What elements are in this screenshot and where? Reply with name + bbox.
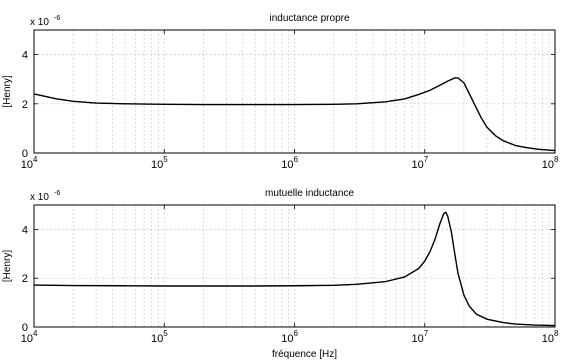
x-tick-label-exponent: 6 <box>294 329 299 338</box>
y-axis-label: [Henry] <box>2 250 13 282</box>
x-tick-label: 10 <box>21 159 33 171</box>
x-tick-label: 10 <box>281 159 293 171</box>
x-tick-label: 10 <box>151 159 163 171</box>
y-multiplier-label: x 10 <box>30 192 49 203</box>
y-axis-label: [Henry] <box>2 75 13 107</box>
chart-title: inductance propre <box>269 13 349 24</box>
chart-title: mutuelle inductance <box>265 188 354 199</box>
x-tick-label: 10 <box>542 159 554 171</box>
x-tick-label-exponent: 4 <box>33 329 38 338</box>
x-tick-label: 10 <box>21 333 33 345</box>
x-tick-label: 10 <box>281 333 293 345</box>
x-tick-label-exponent: 4 <box>33 155 38 164</box>
x-tick-label: 10 <box>151 333 163 345</box>
y-multiplier-exponent: -6 <box>54 15 60 22</box>
x-tick-label-exponent: 6 <box>294 155 299 164</box>
x-tick-label-exponent: 5 <box>163 155 168 164</box>
series-line <box>33 211 556 327</box>
y-multiplier-label: x 10 <box>30 17 49 28</box>
y-multiplier-exponent: -6 <box>54 190 60 197</box>
y-tick-label: 4 <box>22 224 28 236</box>
y-tick-label: 2 <box>22 99 28 111</box>
x-axis-label: fréquence [Hz] <box>272 349 337 360</box>
series-line <box>33 77 556 152</box>
y-tick-label: 0 <box>22 322 28 334</box>
y-tick-label: 4 <box>22 50 28 62</box>
y-tick-label: 0 <box>22 148 28 160</box>
x-tick-label: 10 <box>412 159 424 171</box>
x-tick-label-exponent: 8 <box>554 155 559 164</box>
x-tick-label: 10 <box>412 333 424 345</box>
x-tick-label-exponent: 8 <box>554 329 559 338</box>
x-tick-label-exponent: 7 <box>424 329 429 338</box>
x-tick-label-exponent: 5 <box>163 329 168 338</box>
x-tick-label-exponent: 7 <box>424 155 429 164</box>
y-tick-label: 2 <box>22 273 28 285</box>
x-tick-label: 10 <box>542 333 554 345</box>
